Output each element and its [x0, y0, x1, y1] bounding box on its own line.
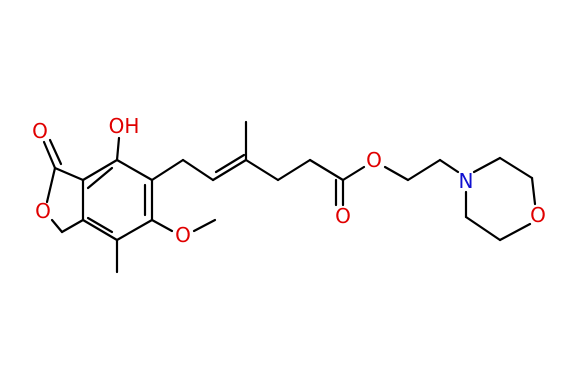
atom-label: O	[35, 199, 51, 223]
atom-label: OH	[109, 114, 140, 138]
atom-label: N	[459, 169, 474, 193]
atom-label: O	[530, 203, 546, 227]
atom-label: O	[175, 223, 191, 247]
atom-label: O	[366, 148, 382, 172]
atom-label: O	[335, 204, 351, 228]
bonds	[42, 120, 537, 274]
atom-label: O	[32, 119, 48, 143]
